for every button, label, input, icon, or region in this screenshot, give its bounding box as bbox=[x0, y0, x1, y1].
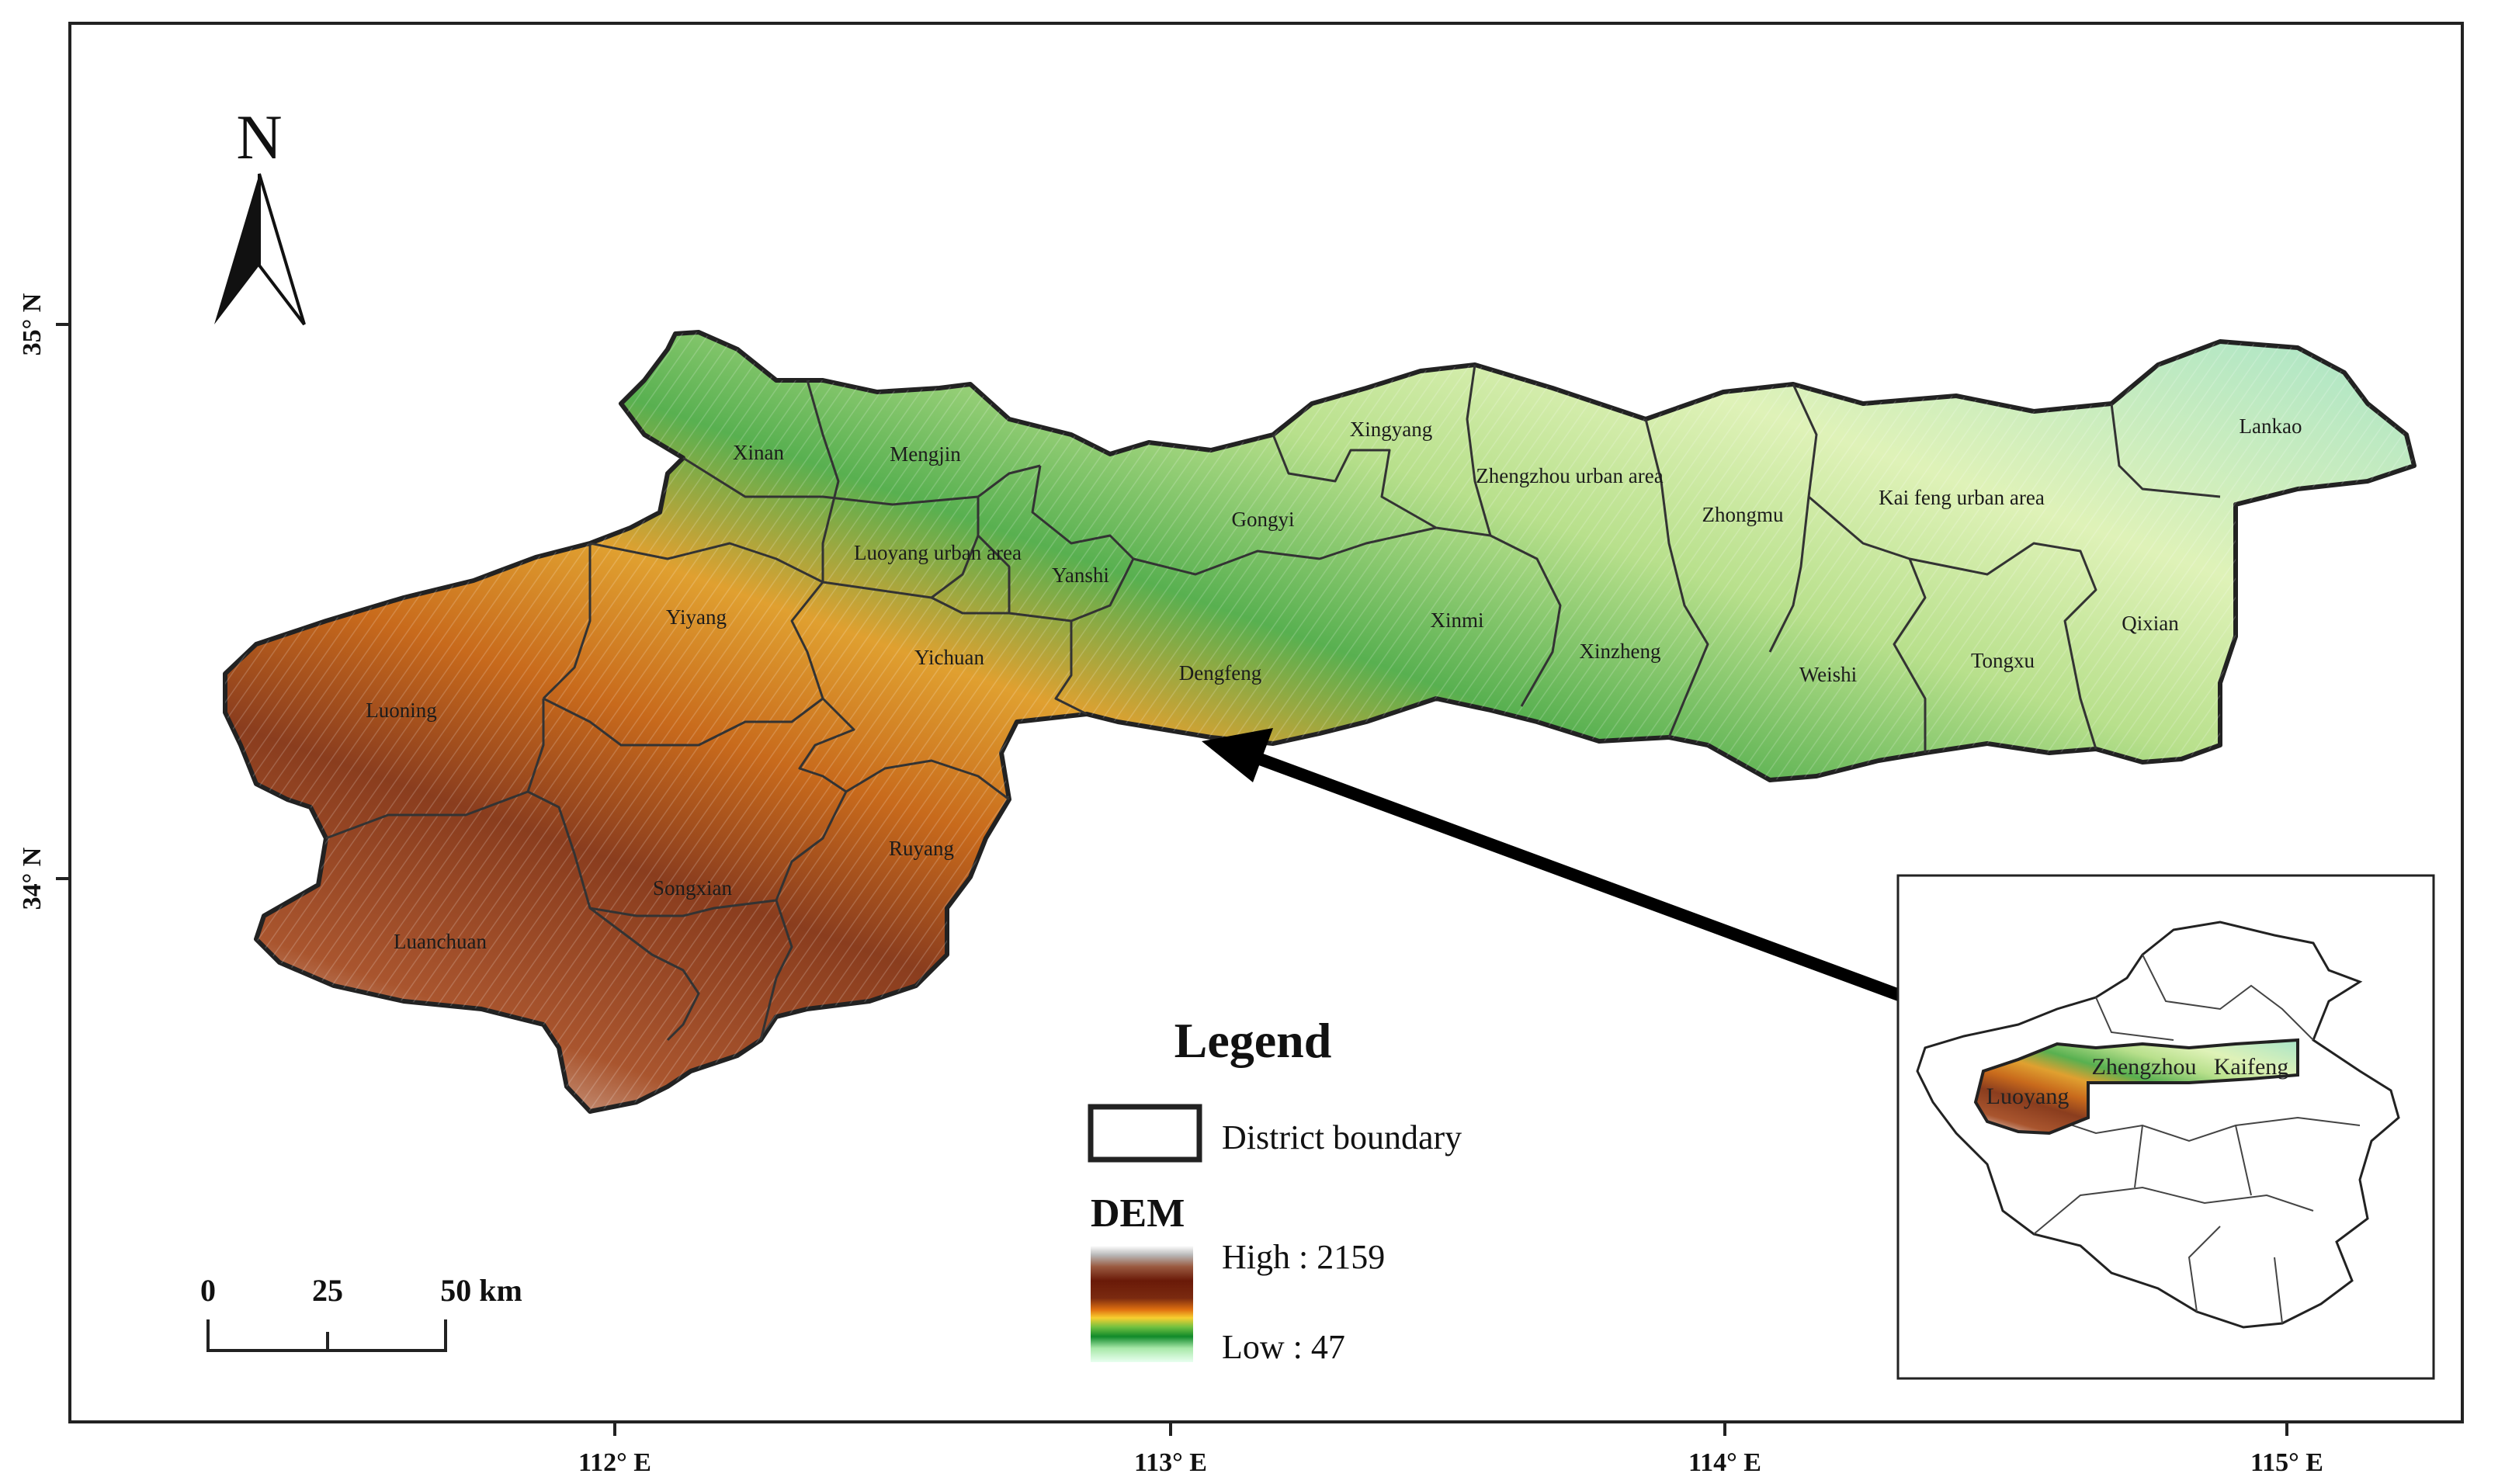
north-arrow-right-half bbox=[258, 173, 306, 326]
x-tick-114: 114° E bbox=[1688, 1448, 1761, 1477]
y-axis-ticks bbox=[56, 323, 70, 880]
scale-label-25: 25 bbox=[312, 1273, 343, 1308]
district-labels: Xinan Mengjin Xingyang Zhengzhou urban a… bbox=[366, 414, 2302, 953]
district-label-tongxu: Tongxu bbox=[1971, 649, 2035, 672]
inset-map: Luoyang Zhengzhou Kaifeng bbox=[1896, 874, 2435, 1380]
x-tick-115: 115° E bbox=[2250, 1448, 2323, 1477]
inset-study-area bbox=[1973, 1038, 2299, 1136]
locator-arrow-head bbox=[1202, 728, 1273, 782]
district-label-ruyang: Ruyang bbox=[889, 837, 954, 860]
scale-bar: 0 25 50 km bbox=[200, 1273, 522, 1352]
inset-label-kaifeng: Kaifeng bbox=[2214, 1054, 2289, 1080]
district-label-yiyang: Yiyang bbox=[666, 605, 727, 629]
y-tick-34: 34° N bbox=[18, 847, 47, 910]
legend-dem-title: DEM bbox=[1091, 1191, 1185, 1236]
district-label-mengjin: Mengjin bbox=[890, 442, 961, 466]
district-label-zhengzhou-urban: Zhengzhou urban area bbox=[1476, 464, 1663, 487]
study-area bbox=[223, 330, 2417, 1114]
district-label-xinmi: Xinmi bbox=[1430, 609, 1483, 632]
district-label-luoning: Luoning bbox=[366, 699, 437, 722]
north-arrow: N bbox=[214, 102, 306, 326]
district-label-xinzheng: Xinzheng bbox=[1580, 640, 1661, 663]
district-label-luoyang-urban: Luoyang urban area bbox=[854, 541, 1022, 564]
district-label-lankao: Lankao bbox=[2240, 414, 2302, 438]
legend-title: Legend bbox=[1174, 1013, 1332, 1068]
legend-boundary-label: District boundary bbox=[1222, 1118, 1462, 1156]
legend: Legend District boundary DEM High : 2159… bbox=[1088, 1013, 1462, 1366]
y-tick-35: 35° N bbox=[18, 293, 47, 355]
scale-label-50: 50 km bbox=[440, 1273, 522, 1308]
north-arrow-left-half bbox=[214, 174, 259, 324]
scale-label-0: 0 bbox=[200, 1273, 216, 1308]
legend-high-label: High : 2159 bbox=[1222, 1238, 1385, 1276]
district-label-yanshi: Yanshi bbox=[1052, 563, 1109, 587]
inset-internal-boundaries bbox=[2033, 954, 2361, 1324]
x-axis-ticks bbox=[613, 1422, 2288, 1436]
scale-bar-line bbox=[206, 1319, 447, 1352]
relief-overlay bbox=[225, 332, 2414, 1111]
legend-dem-ramp bbox=[1091, 1246, 1193, 1362]
legend-low-label: Low : 47 bbox=[1222, 1328, 1345, 1366]
map-frame bbox=[68, 22, 2464, 1423]
district-label-songxian: Songxian bbox=[653, 876, 733, 900]
inset-label-luoyang: Luoyang bbox=[1986, 1084, 2070, 1109]
district-label-xinan: Xinan bbox=[733, 441, 784, 464]
district-label-xingyang: Xingyang bbox=[1350, 418, 1432, 441]
district-label-kaifeng-urban: Kai feng urban area bbox=[1879, 486, 2045, 509]
legend-boundary-swatch bbox=[1088, 1104, 1202, 1163]
inset-label-zhengzhou: Zhengzhou bbox=[2092, 1054, 2197, 1080]
district-label-gongyi: Gongyi bbox=[1232, 508, 1295, 531]
district-label-weishi: Weishi bbox=[1799, 663, 1857, 686]
district-label-dengfeng: Dengfeng bbox=[1179, 661, 1261, 685]
north-label: N bbox=[236, 102, 282, 172]
district-label-zhongmu: Zhongmu bbox=[1702, 503, 1784, 526]
province-outline bbox=[1916, 921, 2400, 1329]
district-boundaries bbox=[325, 364, 2221, 1042]
x-tick-112: 112° E bbox=[578, 1448, 651, 1477]
district-label-yichuan: Yichuan bbox=[914, 646, 984, 669]
district-label-luanchuan: Luanchuan bbox=[394, 930, 487, 953]
district-label-qixian: Qixian bbox=[2122, 612, 2179, 635]
x-tick-113: 113° E bbox=[1134, 1448, 1207, 1477]
